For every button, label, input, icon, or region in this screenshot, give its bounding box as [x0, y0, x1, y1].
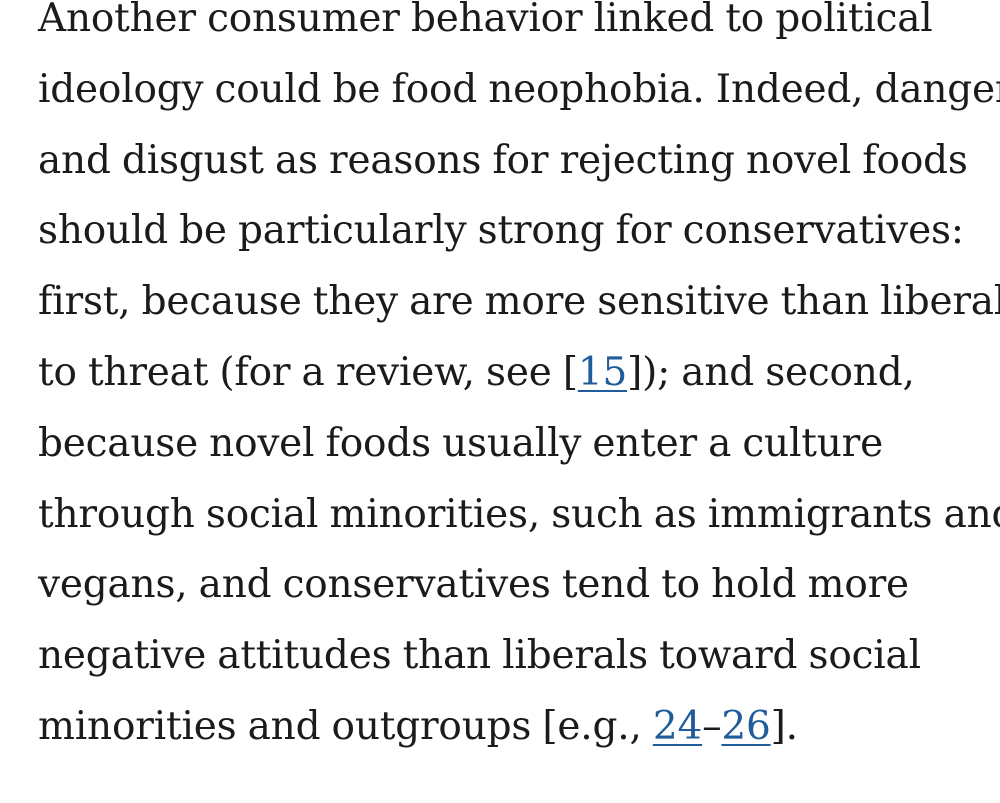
- paragraph-line: should be particularly strong for conser…: [38, 208, 964, 254]
- paragraph-line-with-citation: to threat (for a review, see [15]); and …: [38, 338, 988, 409]
- article-paragraph: Another consumer behavior linked to poli…: [38, 0, 1000, 763]
- paragraph-line-with-citation: minorities and outgroups [e.g., 24–26].: [38, 692, 988, 763]
- citation-link-26[interactable]: 26: [721, 703, 771, 749]
- paragraph-text: ]); and second,: [627, 349, 915, 395]
- paragraph-line: negative attitudes than liberals toward …: [38, 633, 921, 679]
- paragraph-line: vegans, and conservatives tend to hold m…: [38, 562, 909, 608]
- paragraph-line: Another consumer behavior linked to poli…: [38, 0, 933, 41]
- paragraph-text: to threat (for a review, see [: [38, 349, 578, 395]
- citation-link-24[interactable]: 24: [652, 703, 703, 749]
- paragraph-text: minorities and outgroups [e.g.,: [38, 703, 653, 749]
- paragraph-line: and disgust as reasons for rejecting nov…: [38, 137, 968, 183]
- citation-range-dash: –: [702, 703, 722, 749]
- paragraph-text: ].: [770, 703, 798, 749]
- paragraph-line: because novel foods usually enter a cult…: [38, 420, 883, 466]
- paragraph-line: first, because they are more sensitive t…: [38, 279, 1000, 325]
- paragraph-line: ideology could be food neophobia. Indeed…: [38, 66, 1000, 112]
- citation-link-15[interactable]: 15: [577, 349, 628, 395]
- paragraph-line: through social minorities, such as immig…: [38, 491, 1000, 537]
